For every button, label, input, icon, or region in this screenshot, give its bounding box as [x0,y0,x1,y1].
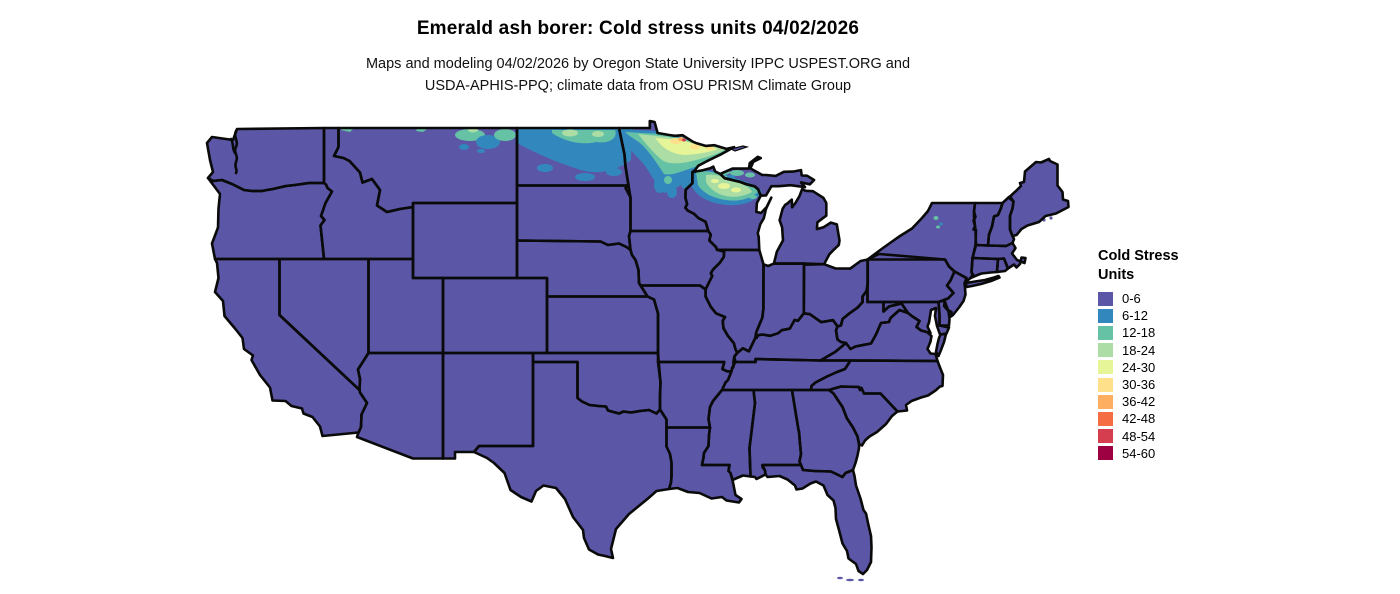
subtitle-line-2: USDA-APHIS-PPQ; climate data from OSU PR… [424,78,852,94]
map-header: Emerald ash borer: Cold stress units 04/… [0,18,1276,97]
legend-swatch-icon [1098,343,1113,358]
florida-keys [846,578,854,582]
stress-patch-montana [477,149,485,153]
state-pennsylvania [867,254,955,302]
legend-label: 36-42 [1122,394,1156,410]
legend-row-3: 18-24 [1098,342,1248,359]
stress-patch-upper-peninsula [730,170,744,176]
legend-row-4: 24-30 [1098,359,1248,376]
map-detail-layer [729,145,1053,582]
stress-patch-wisconsin [711,179,719,183]
legend-swatch-icon [1098,360,1113,375]
legend-label: 24-30 [1122,359,1156,375]
stress-patch-minnesota [667,186,677,198]
legend-swatch-icon [1098,291,1113,306]
legend-label: 42-48 [1122,411,1156,427]
legend-swatch-icon [1098,308,1113,323]
legend-swatch-icon [1098,394,1113,409]
state-border-layer [205,119,1070,576]
legend-label: 0-6 [1122,291,1141,307]
legend-swatch-icon [1098,411,1113,426]
legend-title: Cold Stress Units [1098,247,1248,285]
puget-sound [229,129,239,175]
legend-items: 0-6 6-12 12-18 18-24 24-30 30-36 36-42 42-48 48-… [1098,290,1248,462]
page-title: Emerald ash borer: Cold stress units 04/… [416,18,860,39]
stress-patch-north-dakota [575,173,595,181]
stress-patch-adirondacks [939,222,943,226]
state-new-mexico [443,353,533,459]
stress-patch-north-dakota [592,131,604,137]
legend-row-9: 54-60 [1098,445,1248,462]
subtitle-line-1: Maps and modeling 04/02/2026 by Oregon S… [365,56,911,72]
legend-swatch-icon [1098,377,1113,392]
isle-royale [729,145,750,152]
stress-patch-minnesota [654,177,666,193]
state-maine [1008,159,1069,236]
stress-patch-wisconsin [731,187,741,193]
stress-patch-north-dakota [562,129,578,137]
stress-patch-minnesota [690,144,700,150]
florida-keys [837,576,843,580]
legend-title-line-1: Cold Stress [1098,248,1179,264]
stress-patch-montana [459,144,469,150]
state-wyoming [413,203,517,278]
legend-row-5: 30-36 [1098,376,1248,393]
legend-label: 6-12 [1122,308,1149,324]
stress-patch-minnesota [682,138,686,142]
legend-row-8: 48-54 [1098,428,1248,445]
legend-row-1: 6-12 [1098,307,1248,324]
legend-label: 18-24 [1122,342,1156,358]
legend-label: 54-60 [1122,445,1156,461]
stress-patch-montana [455,129,485,141]
legend-row-2: 12-18 [1098,324,1248,341]
legend-row-0: 0-6 [1098,290,1248,307]
legend: Cold Stress Units 0-6 6-12 12-18 18-24 24-30… [1098,247,1248,462]
legend-title-line-2: Units [1098,267,1135,283]
stress-patch-north-dakota [537,164,553,172]
maine-coast-island [1049,216,1053,220]
stress-patch-wisconsin [718,183,730,189]
stress-patch-minnesota [664,176,672,184]
map-subtitle: Maps and modeling 04/02/2026 by Oregon S… [0,53,1276,97]
stress-patch-montana [494,129,516,141]
legend-label: 48-54 [1122,428,1156,444]
stress-patch-adirondacks [933,216,939,220]
state-colorado [443,278,547,353]
stress-patch-north-dakota [606,168,622,176]
stress-patch-adirondacks [936,225,940,229]
legend-row-7: 42-48 [1098,410,1248,427]
legend-label: 30-36 [1122,377,1156,393]
legend-swatch-icon [1098,446,1113,461]
legend-swatch-icon [1098,429,1113,444]
stress-patch-wisconsin [749,195,757,199]
stress-patch-upper-peninsula [745,172,755,178]
legend-row-6: 36-42 [1098,393,1248,410]
legend-label: 12-18 [1122,325,1156,341]
stress-patch-montana [476,135,500,149]
florida-keys [858,578,864,582]
state-kansas [547,296,658,353]
legend-swatch-icon [1098,325,1113,340]
